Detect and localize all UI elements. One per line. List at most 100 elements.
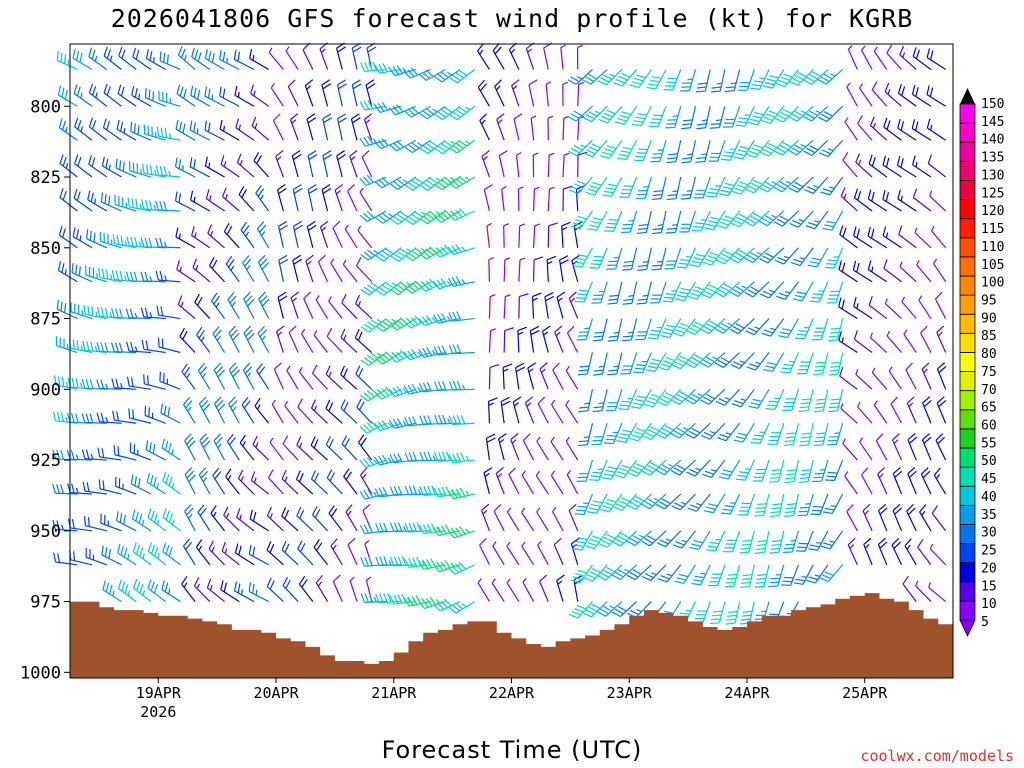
wind-barb-flag bbox=[674, 361, 684, 367]
wind-barb bbox=[403, 349, 431, 361]
wind-barb-flag bbox=[451, 179, 460, 187]
wind-barb-half-flag bbox=[120, 383, 123, 389]
wind-barb-flag bbox=[437, 487, 443, 497]
wind-barb-flag bbox=[617, 568, 627, 575]
wind-barb-flag bbox=[378, 252, 388, 260]
wind-barb-flag bbox=[602, 505, 612, 510]
wind-barb-flag bbox=[383, 556, 388, 566]
wind-barb-flag bbox=[697, 82, 708, 85]
wind-barb-flag bbox=[927, 154, 932, 164]
wind-barb bbox=[448, 601, 476, 614]
colorbar-segment bbox=[959, 409, 976, 430]
wind-barb bbox=[347, 184, 358, 212]
wind-barb-half-flag bbox=[284, 400, 289, 407]
wind-barb-flag bbox=[155, 200, 159, 211]
wind-barb bbox=[503, 257, 511, 282]
wind-barb-flag bbox=[868, 154, 873, 165]
wind-barb-staff bbox=[503, 296, 506, 319]
wind-barb bbox=[826, 423, 844, 446]
wind-barb bbox=[496, 113, 505, 141]
wind-barb bbox=[418, 315, 446, 327]
wind-barb-flag bbox=[726, 577, 737, 580]
wind-barb-flag bbox=[76, 340, 79, 350]
wind-barb-flag bbox=[729, 328, 739, 335]
wind-barb-flag bbox=[359, 214, 368, 223]
plot-area: 800825850875900925950975100019APR202620A… bbox=[20, 42, 954, 721]
wind-barb-flag bbox=[840, 187, 846, 197]
wind-barb-flag bbox=[91, 49, 96, 60]
wind-barb-flag bbox=[414, 177, 423, 184]
wind-barb-flag bbox=[751, 84, 762, 87]
wind-barb-flag bbox=[455, 72, 464, 79]
wind-barb-flag bbox=[911, 84, 916, 95]
colorbar-label: 25 bbox=[981, 544, 997, 559]
wind-barb-flag bbox=[704, 227, 714, 231]
wind-barb-flag bbox=[611, 611, 621, 618]
wind-barb bbox=[715, 388, 741, 406]
wind-barb-half-flag bbox=[75, 454, 79, 460]
wind-barb bbox=[501, 186, 507, 212]
wind-barb bbox=[723, 106, 741, 128]
wind-barb-flag bbox=[377, 139, 385, 148]
wind-barb-flag bbox=[229, 437, 236, 446]
wind-barb-flag bbox=[191, 226, 195, 236]
wind-barb-flag bbox=[614, 474, 624, 479]
wind-barb bbox=[733, 139, 755, 160]
wind-barb-staff bbox=[477, 582, 490, 602]
wind-barb-staff bbox=[857, 406, 873, 424]
wind-barb-staff bbox=[493, 510, 505, 532]
wind-barb bbox=[824, 247, 844, 269]
wind-barb bbox=[679, 210, 697, 233]
wind-barb-flag bbox=[305, 254, 314, 262]
wind-barb-staff bbox=[913, 197, 932, 212]
wind-barb bbox=[143, 374, 166, 390]
wind-barb-flag bbox=[168, 513, 174, 523]
wind-barb-flag bbox=[381, 320, 391, 328]
wind-barb-flag bbox=[389, 355, 397, 363]
wind-barb-flag bbox=[117, 579, 123, 589]
wind-barb-staff bbox=[272, 120, 284, 141]
wind-barb-flag bbox=[149, 165, 153, 175]
wind-barb-flag bbox=[902, 575, 909, 585]
wind-barb-half-flag bbox=[902, 52, 906, 58]
wind-barb bbox=[132, 47, 152, 70]
wind-barb bbox=[447, 244, 475, 256]
wind-barb bbox=[906, 503, 917, 532]
wind-barb bbox=[822, 210, 844, 231]
wind-barb-flag bbox=[118, 342, 123, 353]
wind-barb-flag bbox=[789, 80, 799, 86]
wind-barb bbox=[904, 538, 917, 566]
wind-barb-staff bbox=[491, 582, 505, 602]
wind-barb-flag bbox=[720, 158, 731, 161]
wind-barb-half-flag bbox=[666, 573, 673, 577]
colorbar-segment bbox=[959, 485, 976, 506]
wind-barb bbox=[250, 84, 270, 107]
wind-barb-flag bbox=[100, 192, 103, 203]
wind-barb bbox=[674, 281, 696, 302]
wind-barb-flag bbox=[407, 596, 414, 606]
wind-barb-flag bbox=[576, 257, 586, 261]
wind-barb-flag bbox=[52, 520, 56, 530]
wind-barb bbox=[739, 530, 755, 554]
colorbar-segment bbox=[959, 294, 976, 315]
wind-barb-flag bbox=[381, 177, 390, 185]
wind-barb-flag bbox=[759, 186, 768, 193]
wind-barb-flag bbox=[725, 86, 736, 89]
wind-barb-flag bbox=[358, 434, 365, 443]
wind-barb-flag bbox=[608, 335, 619, 338]
wind-barb-flag bbox=[437, 145, 447, 152]
wind-barb-flag bbox=[621, 111, 632, 116]
wind-barb-staff bbox=[875, 440, 888, 461]
wind-barb-flag bbox=[666, 197, 677, 201]
wind-barb-staff bbox=[498, 155, 505, 178]
wind-barb-flag bbox=[608, 219, 619, 221]
wind-barb bbox=[897, 118, 917, 141]
wind-barb-flag bbox=[630, 405, 641, 409]
wind-barb-flag bbox=[150, 581, 155, 591]
wind-barb-staff bbox=[550, 441, 564, 461]
wind-barb-flag bbox=[794, 144, 804, 151]
wind-barb-flag bbox=[692, 289, 702, 294]
wind-barb-flag bbox=[791, 147, 801, 153]
wind-barb-flag bbox=[378, 287, 388, 294]
wind-barb-flag bbox=[819, 577, 829, 583]
